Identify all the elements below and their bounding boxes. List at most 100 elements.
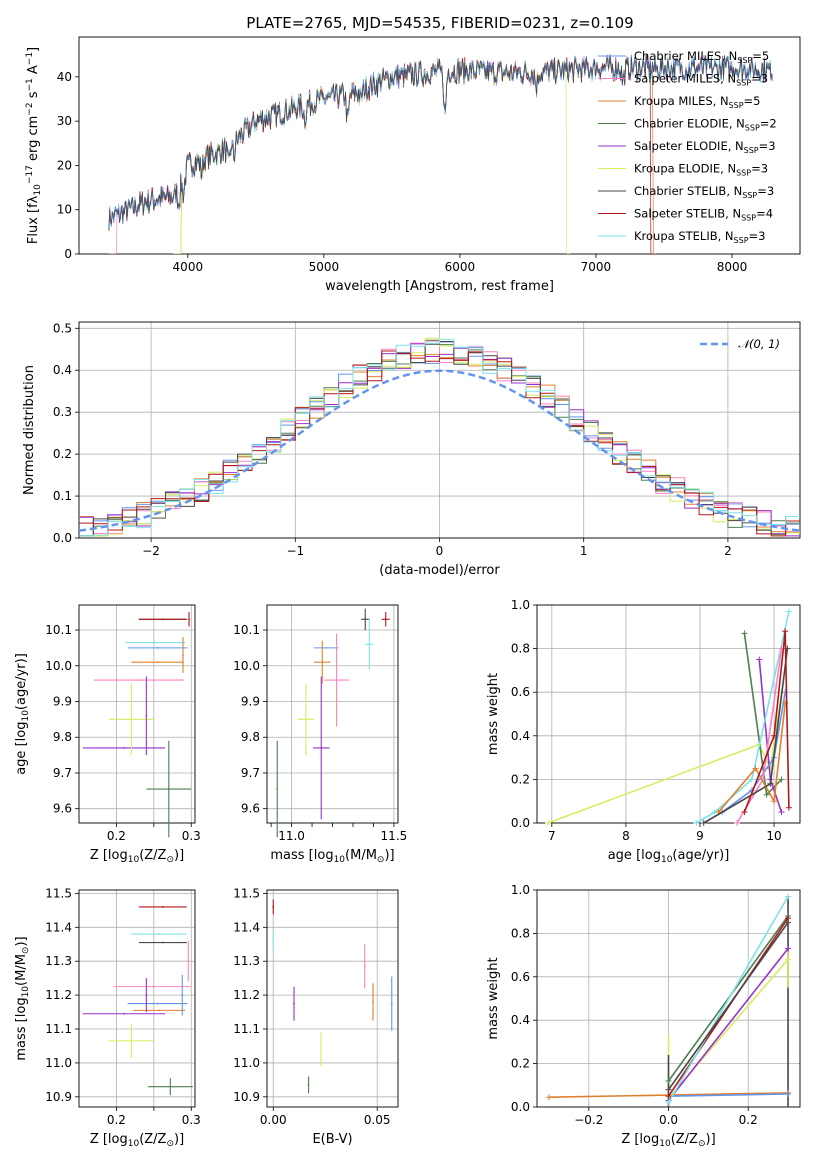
data-point [182, 654, 184, 656]
axes-age_mass: 11.0 11.5 9.6 9.7 9.8 9.9 10.0 10.1 mass [log10(… [233, 604, 407, 865]
axis-label: Z [log10(Z/Z⊙)] [90, 848, 184, 865]
y-tick-label: 11.2 [233, 988, 260, 1002]
y-tick-label: 9.8 [53, 730, 72, 744]
weight-line-cmiles [721, 692, 786, 813]
axes-mass_ebv: 0.00 0.05 10.9 11.0 11.1 11.2 11.3 11.4 11.5 E(B-… [233, 886, 399, 1147]
x-tick-label: 5000 [309, 260, 340, 274]
weight-line-cstelib [667, 922, 789, 1091]
data-point [363, 965, 366, 968]
axes-age_z: 0.2 0.3 9.6 9.7 9.8 9.9 10.0 10.1 Z [log10(Z/Z⊙)… [14, 604, 201, 865]
weight-line-cmiles [668, 1093, 789, 1097]
axis-label: (data-model)/error [379, 563, 500, 578]
data-point [293, 1002, 295, 1005]
y-tick-label: 11.3 [45, 954, 72, 968]
data-point [368, 643, 371, 646]
data-point [123, 747, 125, 749]
data-point [130, 718, 133, 721]
axis-label: Normed distribution [22, 365, 37, 495]
y-tick-label: 10.0 [45, 659, 72, 673]
y-tick-label: 0.3 [53, 405, 72, 419]
data-point [161, 941, 164, 944]
y-tick-label: 10.1 [233, 623, 260, 637]
spectrum-line-kmiles [173, 55, 657, 254]
x-tick-label: 4000 [173, 260, 204, 274]
y-tick-label: 11.1 [233, 1022, 260, 1036]
y-tick-label: 0.5 [53, 321, 72, 335]
axes-frame [78, 889, 196, 1108]
axis-label: mass [log10(M/M⊙)] [14, 936, 31, 1060]
legend-entry: Salpeter STELIB, NSSP=4 [634, 207, 773, 223]
spectrum-line-cstelib [108, 54, 773, 232]
x-tick-label: 0 [436, 544, 444, 558]
data-point [307, 1084, 310, 1086]
axes-frame [536, 604, 801, 824]
y-tick-label: 0.0 [53, 531, 72, 545]
legend-entry: Salpeter ELODIE, NSSP=3 [634, 139, 776, 155]
axis-label: age [log10(age/yr)] [608, 848, 730, 865]
data-point [161, 618, 164, 621]
axis-label: mass weight [486, 957, 501, 1039]
axes-root: 4000 5000 6000 7000 8000010203040wavelength … [14, 36, 801, 1149]
y-tick-label: 0.2 [511, 1057, 530, 1071]
legend-entry: Chabrier ELODIE, NSSP=2 [634, 117, 777, 133]
data-point [187, 960, 190, 963]
axis-label: Z [log10(Z/Z⊙)] [621, 1132, 715, 1149]
axis-label: Flux [fλ10−17 erg cm−2 s−1 A−1] [25, 47, 43, 244]
x-tick-label: 7 [548, 829, 556, 843]
axis-label: E(B-V) [312, 1132, 352, 1147]
legend-entry: Kroupa ELODIE, NSSP=3 [634, 162, 768, 178]
y-tick-label: 9.6 [241, 802, 260, 816]
weight-line-kstelib [667, 896, 789, 1104]
x-tick-label: −1 [286, 544, 304, 558]
y-tick-label: 11.4 [233, 920, 260, 934]
x-tick-label: 0.3 [182, 1113, 201, 1127]
y-tick-label: 9.9 [53, 694, 72, 708]
data-point [364, 618, 367, 621]
data-point [320, 747, 323, 749]
data-point [123, 1012, 125, 1015]
axes-mw_age: 7 8 9 10 0.0 0.2 0.4 0.6 0.8 1.0 age [log10(age/yr… [486, 598, 801, 865]
legend-entry: Salpeter MILES, NSSP=3 [634, 72, 768, 88]
axes-mass_z: 0.2 0.3 10.9 11.0 11.1 11.2 11.3 11.4 11.5 Z [log… [14, 886, 201, 1149]
y-tick-label: 40 [57, 70, 72, 84]
y-tick-label: 0.8 [511, 642, 530, 656]
data-point [156, 661, 159, 664]
data-point [145, 994, 148, 997]
x-tick-label: 0.0 [659, 1113, 678, 1127]
y-tick-label: 11.0 [45, 1056, 72, 1070]
x-tick-label: 7000 [581, 260, 612, 274]
x-tick-label: 1 [580, 544, 588, 558]
x-tick-label: 0.2 [107, 1113, 126, 1127]
y-tick-label: 9.7 [241, 766, 260, 780]
data-point [325, 646, 328, 649]
data-point [188, 618, 190, 621]
legend-entry: 𝒩(0, 1) [738, 337, 780, 351]
data-point [335, 679, 338, 681]
histogram-kstelib [79, 338, 800, 537]
figure-title: PLATE=2765, MJD=54535, FIBERID=0231, z=0… [246, 14, 633, 32]
data-point [320, 1048, 322, 1051]
axes-residuals: −2 −1 0 1 2 0.0 0.1 0.2 0.3 0.4 0.5 (data-model)/er… [22, 321, 801, 578]
y-tick-label: 9.6 [53, 802, 72, 816]
x-tick-label: 0.2 [107, 829, 126, 843]
data-point [304, 718, 307, 721]
spectrum-legend: Chabrier MILES, NSSP=5 Salpeter MILES, NS… [598, 49, 777, 245]
data-point [321, 661, 324, 664]
x-tick-label: 2 [724, 544, 732, 558]
y-tick-label: 11.5 [45, 886, 72, 900]
y-tick-label: 0.2 [511, 772, 530, 786]
data-point [372, 1000, 374, 1003]
y-tick-label: 11.2 [45, 988, 72, 1002]
y-tick-label: 0.0 [511, 816, 530, 830]
y-tick-label: 10.1 [45, 623, 72, 637]
y-tick-label: 11.1 [45, 1022, 72, 1036]
weight-line-sstelib [743, 631, 790, 813]
data-point [390, 1002, 393, 1005]
y-tick-label: 0.0 [511, 1100, 530, 1114]
data-point [158, 933, 160, 935]
data-point [158, 1009, 160, 1012]
axes-mw_z: −0.2 0.0 0.2 0.0 0.2 0.4 0.6 0.8 1.0 Z [log10(Z/Z… [486, 883, 801, 1149]
weight-line-kmiles [717, 703, 786, 813]
axes-frame [78, 321, 801, 539]
y-tick-label: 0.4 [511, 1013, 530, 1027]
